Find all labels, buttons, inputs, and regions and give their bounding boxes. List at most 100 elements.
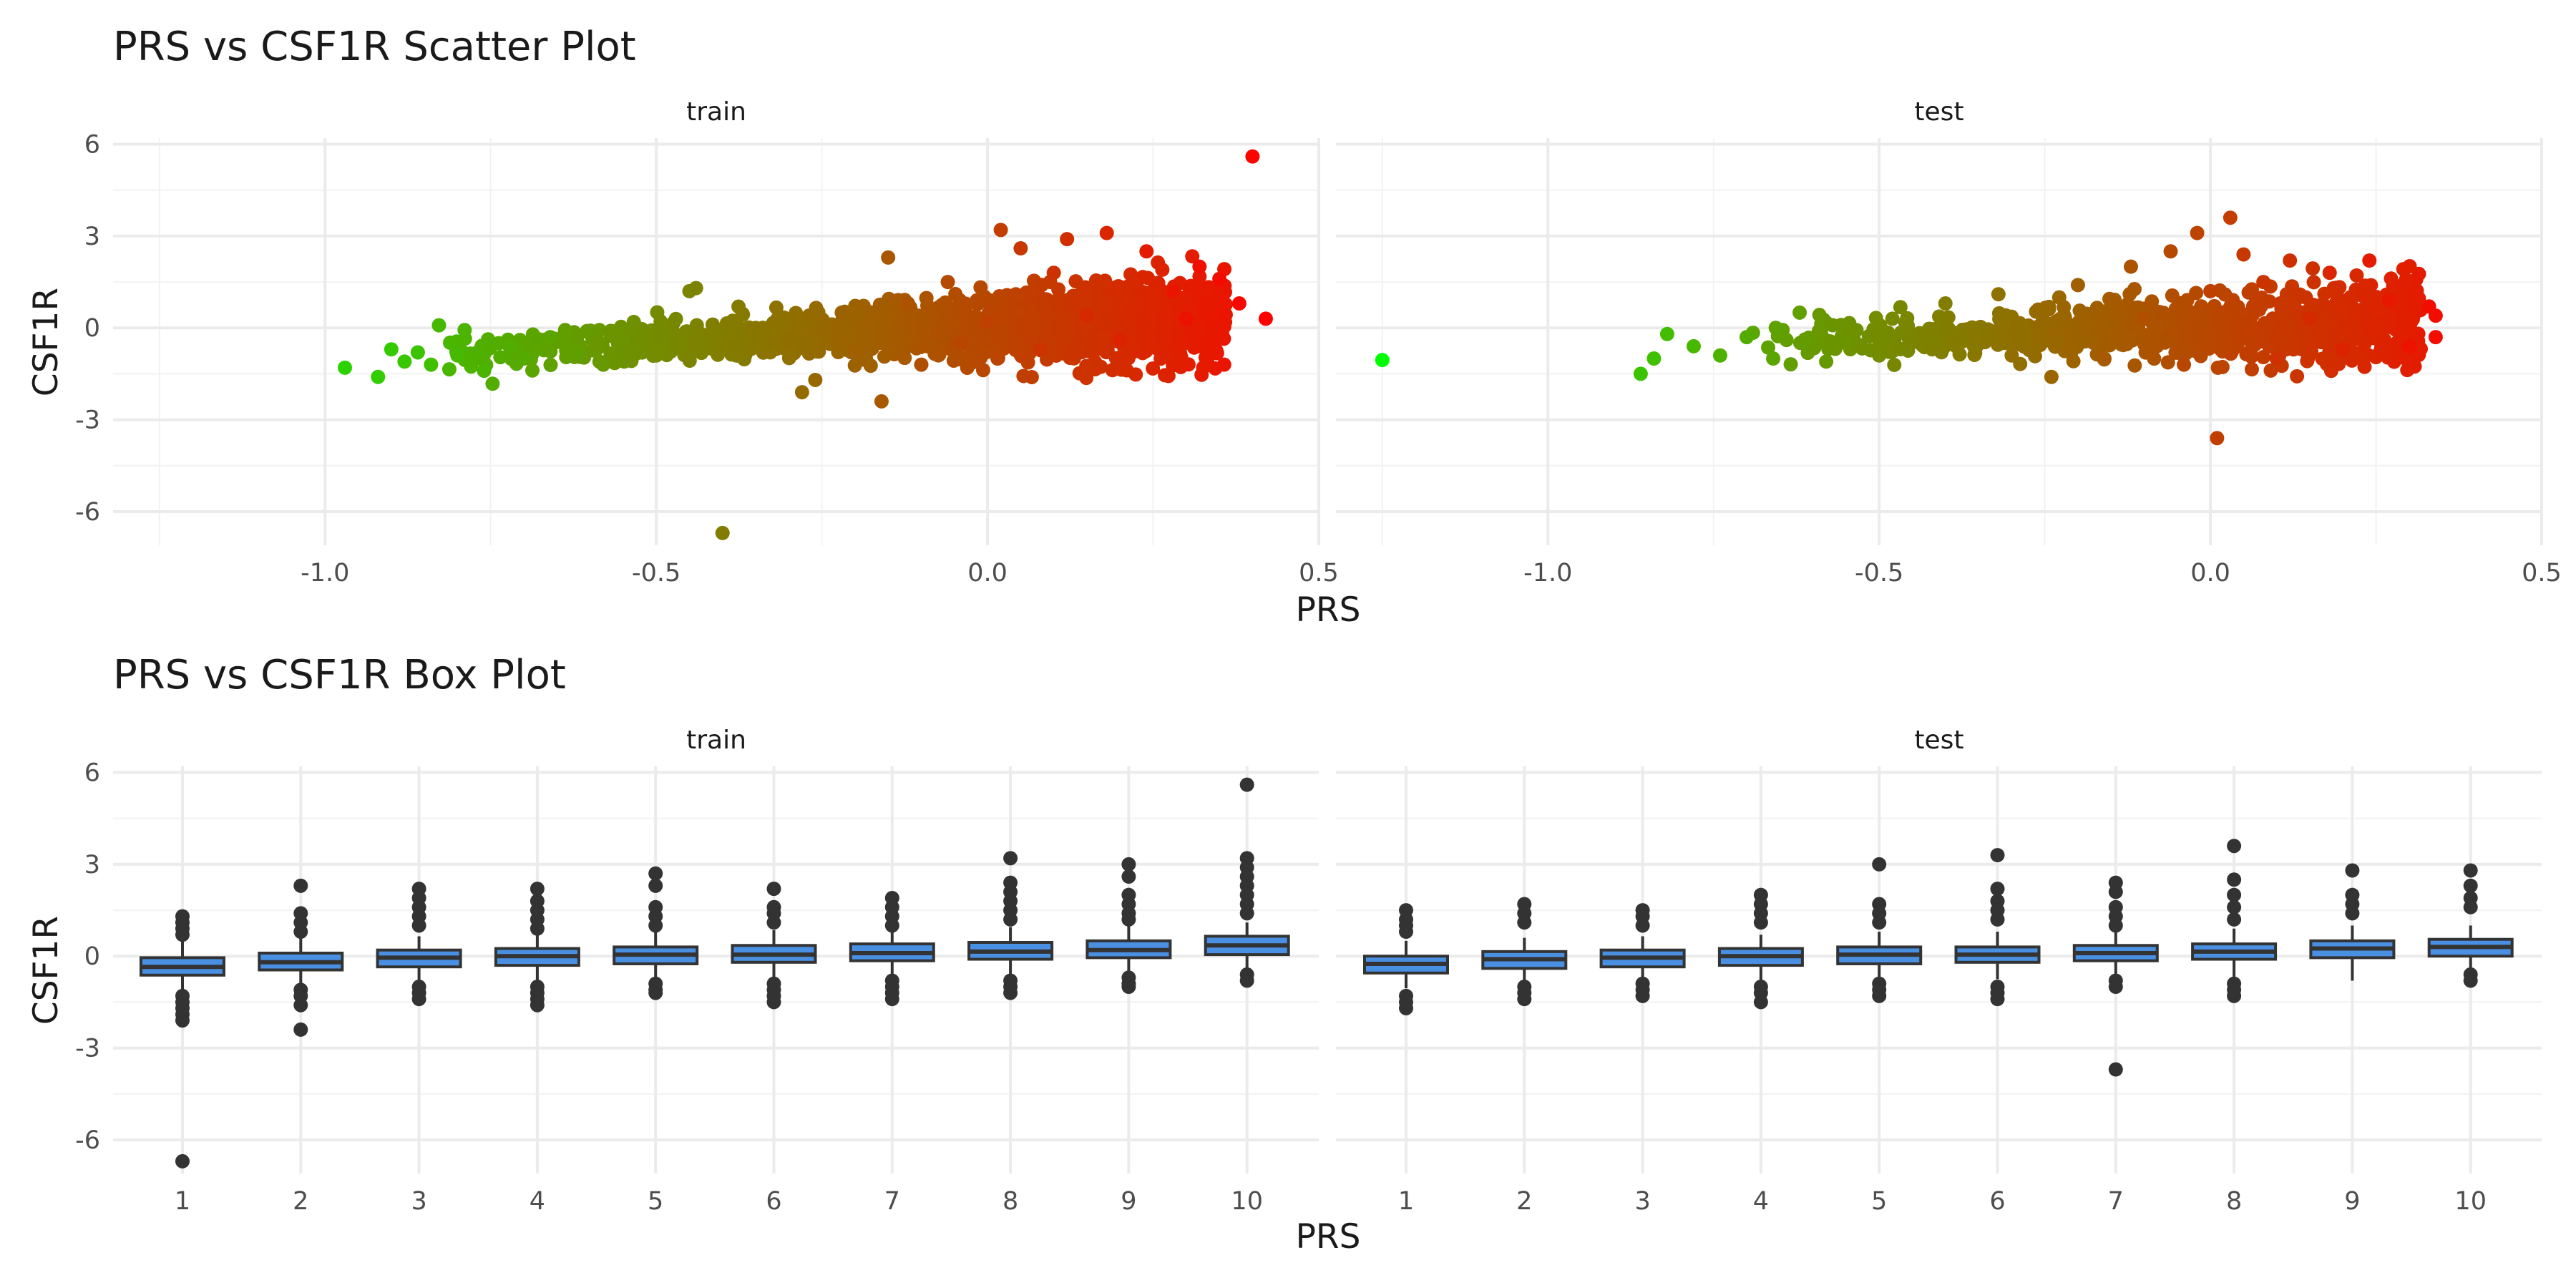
scatter-point xyxy=(1192,259,1207,274)
scatter-point xyxy=(789,306,804,321)
scatter-point xyxy=(1125,307,1140,322)
scatter-point xyxy=(1016,369,1031,384)
scatter-point xyxy=(1079,358,1094,374)
scatter-point xyxy=(1925,342,1940,357)
scatter-point xyxy=(917,338,932,353)
scatter-point xyxy=(543,330,558,345)
box-outlier xyxy=(1990,882,2005,897)
scatter-point xyxy=(557,324,572,339)
box-outlier xyxy=(648,985,663,1000)
scatter-point xyxy=(1190,284,1205,299)
scatter-point xyxy=(2121,331,2136,346)
scatter-x-tick-label: -1.0 xyxy=(1523,559,1572,587)
scatter-point xyxy=(2160,355,2175,370)
scatter-point xyxy=(2362,253,2377,268)
scatter-point xyxy=(2179,321,2194,336)
scatter-point xyxy=(1792,305,1807,320)
box-outlier xyxy=(2463,878,2478,893)
scatter-point xyxy=(715,525,730,540)
scatter-x-tick-label: 0.0 xyxy=(2190,559,2230,587)
scatter-point xyxy=(687,331,702,346)
box-outlier xyxy=(293,878,308,893)
scatter-point xyxy=(834,305,849,320)
scatter-point xyxy=(2306,261,2321,276)
box-x-tick-label: 1 xyxy=(175,1187,190,1216)
scatter-point xyxy=(1834,318,1849,333)
box-grid-test xyxy=(1336,766,2542,1174)
box-y-tick-label: -3 xyxy=(75,1035,100,1063)
scatter-point xyxy=(2163,311,2178,326)
box-outlier xyxy=(1517,992,1532,1007)
scatter-x-axis-title: PRS xyxy=(1296,590,1361,630)
box-outlier xyxy=(1872,988,1887,1003)
scatter-point xyxy=(1153,351,1169,366)
scatter-point xyxy=(878,314,893,329)
scatter-point xyxy=(1783,357,1798,372)
box-y-tick-label: 0 xyxy=(84,942,100,971)
box-outlier xyxy=(2463,899,2478,914)
scatter-point xyxy=(2290,369,2305,384)
scatter-point xyxy=(2263,363,2278,378)
scatter-point xyxy=(2236,247,2251,262)
scatter-point xyxy=(2374,339,2389,354)
scatter-point xyxy=(1099,225,1114,240)
box-chart: PRS vs CSF1R Box Plot train test -6 -3 0 3 6… xyxy=(26,652,2542,1257)
scatter-point xyxy=(874,394,889,409)
scatter-point xyxy=(1189,324,1204,339)
scatter-point xyxy=(477,364,492,379)
scatter-point xyxy=(2173,301,2188,316)
box-outlier xyxy=(1121,980,1136,995)
scatter-point xyxy=(473,348,488,363)
scatter-point xyxy=(2223,210,2238,225)
scatter-point xyxy=(1158,368,1173,383)
scatter-point xyxy=(2381,350,2396,365)
box-x-tick-label: 10 xyxy=(2454,1187,2487,1216)
scatter-point xyxy=(811,305,826,320)
scatter-point xyxy=(1159,309,1174,324)
scatter-point xyxy=(1819,354,1834,369)
scatter-point xyxy=(2286,298,2301,313)
scatter-point xyxy=(1766,351,1781,366)
box-outlier xyxy=(2108,918,2123,933)
scatter-point xyxy=(769,300,784,315)
scatter-point xyxy=(973,280,988,295)
box-x-tick-labels-test: 1 2 3 4 5 6 7 8 9 10 xyxy=(1398,1187,2487,1216)
scatter-point xyxy=(2189,286,2204,301)
scatter-point xyxy=(1126,338,1141,353)
scatter-point xyxy=(1033,342,1048,357)
scatter-point xyxy=(2051,290,2067,305)
scatter-point xyxy=(1823,333,1838,348)
scatter-point xyxy=(2382,293,2397,308)
scatter-point xyxy=(590,338,605,353)
scatter-x-tick-label: -1.0 xyxy=(301,559,349,587)
box-outlier xyxy=(766,882,781,897)
scatter-point xyxy=(2041,299,2057,314)
scatter-point xyxy=(1964,326,1979,341)
scatter-point xyxy=(2238,331,2253,346)
scatter-point xyxy=(2302,311,2317,326)
scatter-point xyxy=(665,337,680,352)
scatter-point xyxy=(799,318,814,333)
box-strip-train: train xyxy=(686,726,746,755)
scatter-point xyxy=(1111,284,1126,299)
box-outlier xyxy=(1872,857,1887,872)
scatter-point xyxy=(517,351,532,366)
scatter-point xyxy=(2273,296,2288,311)
box-strip-test: test xyxy=(1914,726,1963,755)
box-x-tick-label: 2 xyxy=(293,1187,308,1216)
scatter-point xyxy=(980,314,995,329)
scatter-point xyxy=(650,331,665,346)
box-y-tick-label: -6 xyxy=(75,1126,100,1155)
scatter-point xyxy=(2034,316,2049,331)
scatter-point xyxy=(1231,296,1246,311)
scatter-point xyxy=(971,296,986,311)
scatter-point xyxy=(1375,353,1390,368)
scatter-point xyxy=(2127,358,2142,373)
box-marks-test xyxy=(1363,839,2514,1077)
scatter-point xyxy=(2254,331,2269,346)
scatter-point xyxy=(1146,361,1161,376)
box-outlier xyxy=(2227,887,2242,902)
scatter-point xyxy=(2428,330,2443,345)
scatter-point xyxy=(1938,296,1953,311)
